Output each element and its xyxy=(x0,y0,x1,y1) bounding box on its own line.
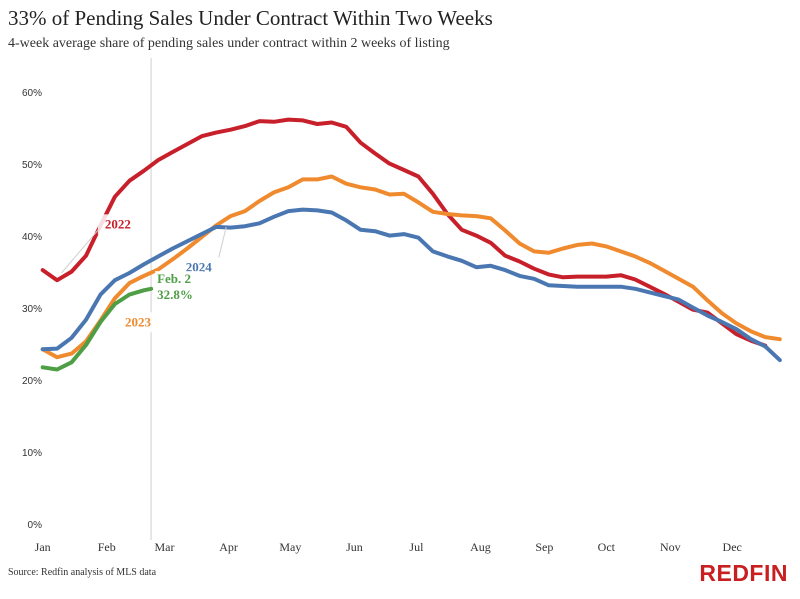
y-tick-label: 50% xyxy=(22,160,42,171)
y-tick-label: 30% xyxy=(22,304,42,315)
y-axis: 0% 10% 20% 30% 40% 50% 60% xyxy=(22,88,42,531)
x-tick-label: Jun xyxy=(346,540,363,554)
series-lines xyxy=(40,117,782,372)
series-label-2024: 2024 xyxy=(186,260,213,275)
label-box-2023 xyxy=(118,312,159,333)
callout-value: 32.8% xyxy=(157,287,193,302)
x-axis: Jan Feb Mar Apr May Jun Jul Aug Sep Oct Nov Dec xyxy=(35,540,742,554)
x-tick-label: Sep xyxy=(535,540,553,554)
series-line-2024 xyxy=(40,207,782,363)
y-tick-label: 0% xyxy=(28,520,43,531)
series-line-2023 xyxy=(40,174,782,360)
series-label-2023: 2023 xyxy=(125,314,152,329)
x-tick-label: Feb xyxy=(98,540,116,554)
leader-line-2024 xyxy=(218,226,227,258)
callout-date: Feb. 2 xyxy=(157,271,191,286)
x-tick-label: Aug xyxy=(470,540,491,554)
leader-line-2022 xyxy=(61,230,99,274)
chart-subtitle: 4-week average share of pending sales un… xyxy=(8,36,450,51)
chart-title: 33% of Pending Sales Under Contract With… xyxy=(8,6,493,30)
y-tick-label: 20% xyxy=(22,376,42,387)
y-tick-label: 40% xyxy=(22,232,42,243)
series-line-2022 xyxy=(40,117,768,348)
x-tick-label: May xyxy=(279,540,301,554)
callout-box xyxy=(155,271,204,306)
redfin-logo: REDFIN xyxy=(699,560,788,586)
x-tick-label: Jul xyxy=(409,540,424,554)
x-tick-label: Jan xyxy=(35,540,51,554)
series-line-2025 xyxy=(40,286,154,372)
y-tick-label: 60% xyxy=(22,88,42,99)
source-note: Source: Redfin analysis of MLS data xyxy=(8,567,157,578)
series-label-2022: 2022 xyxy=(105,216,131,231)
x-tick-label: Dec xyxy=(723,540,742,554)
callout-group: Feb. 232.8% xyxy=(155,271,204,306)
x-tick-label: Nov xyxy=(660,540,681,554)
y-tick-label: 10% xyxy=(22,448,42,459)
x-tick-label: Mar xyxy=(155,540,175,554)
x-tick-label: Apr xyxy=(219,540,238,554)
label-box-2022 xyxy=(97,214,138,235)
x-tick-label: Oct xyxy=(598,540,616,554)
